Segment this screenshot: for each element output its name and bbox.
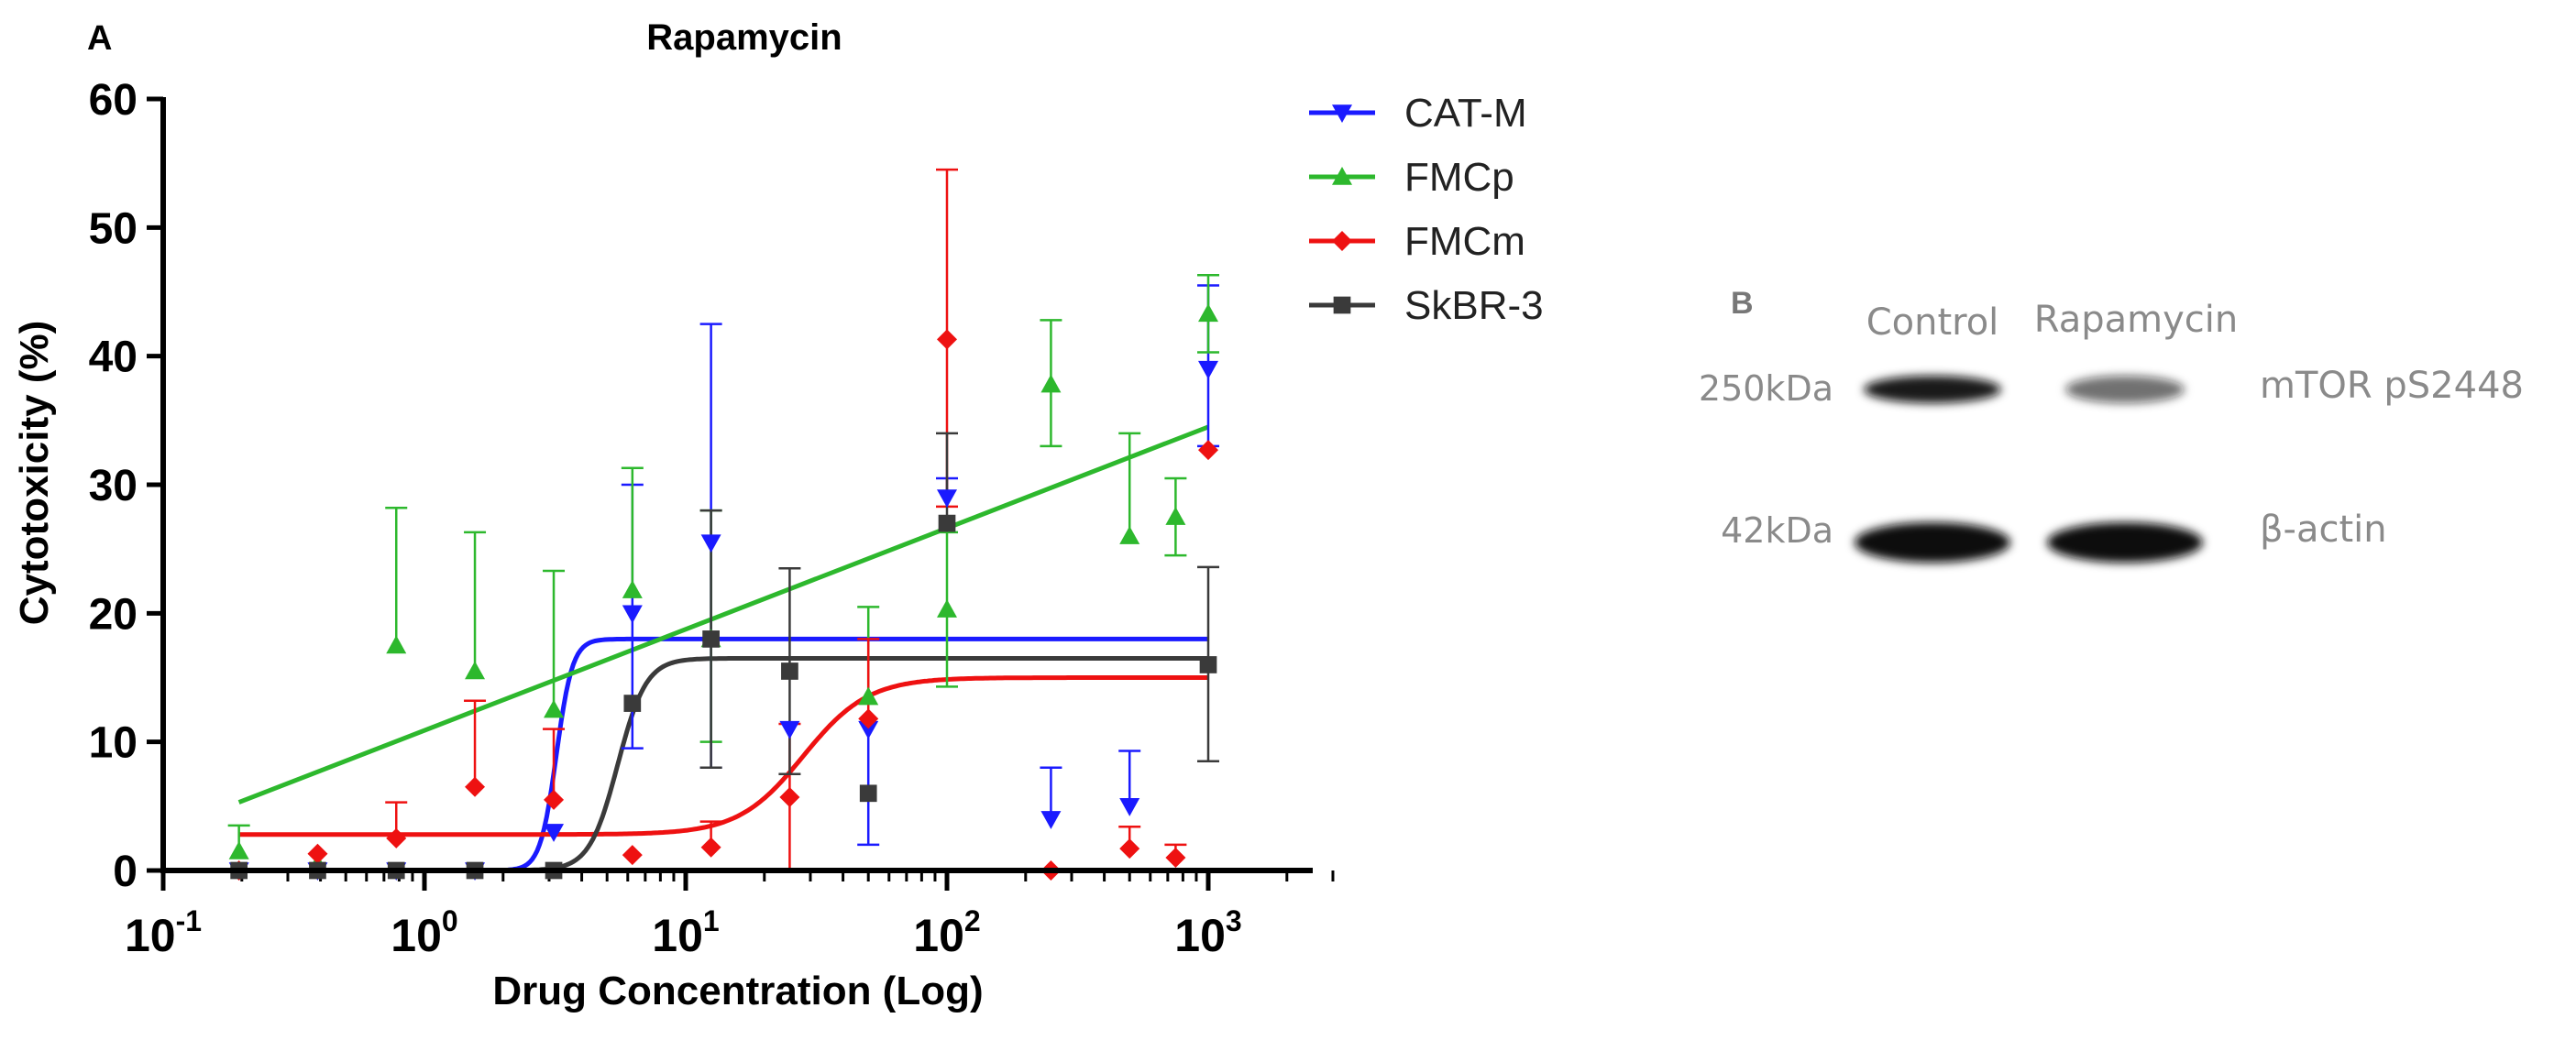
y-tick-label: 10: [89, 719, 138, 768]
x-tick-label: 102: [913, 904, 980, 961]
data-point-fmcm: [544, 789, 565, 810]
blot-band: [1864, 376, 2001, 403]
fit-curve-fmcm: [238, 675, 1208, 837]
data-point-fmcp: [1198, 303, 1218, 323]
data-point-fmcp: [858, 686, 879, 706]
data-point-fmcm: [858, 708, 879, 729]
marker-250kda: 250kDa: [1699, 368, 1833, 409]
data-point-fmcm: [779, 787, 800, 808]
blot-bands: [1855, 376, 2203, 563]
data-point-cat-m: [1119, 798, 1140, 816]
data-point-fmcp: [465, 661, 486, 680]
data-point-fmcp: [622, 580, 643, 598]
protein-mtor: mTOR pS2448: [2260, 365, 2524, 407]
data-point-cat-m: [779, 720, 800, 739]
data-point-fmcp: [386, 635, 407, 654]
data-point-fmcm: [1119, 838, 1140, 859]
legend-label: FMCp: [1404, 155, 1514, 200]
x-axis: 10-1 100 101 102 103: [125, 870, 1335, 961]
y-tick-label: 50: [89, 204, 138, 253]
data-point-fmcp: [544, 699, 565, 718]
data-points: [228, 303, 1218, 881]
data-point-skbr-3: [859, 784, 877, 803]
y-axis-label: Cytotoxicity (%): [12, 321, 57, 625]
error-bars: [227, 168, 1219, 872]
y-tick-label: 60: [89, 76, 138, 125]
legend-label: SkBR-3: [1404, 283, 1544, 328]
data-point-skbr-3: [781, 662, 798, 680]
data-point-cat-m: [544, 824, 565, 842]
legend-marker: [1332, 167, 1352, 185]
x-tick-label: 10-1: [125, 904, 202, 961]
data-point-fmcm: [700, 837, 721, 858]
fit-curves: [237, 424, 1209, 873]
data-point-cat-m: [700, 534, 721, 553]
x-tick-label: 101: [652, 904, 719, 961]
data-point-fmcp: [1119, 526, 1140, 544]
data-point-fmcm: [622, 845, 643, 866]
legend-label: CAT-M: [1404, 91, 1527, 136]
data-point-fmcm: [1165, 847, 1186, 868]
data-point-fmcm: [937, 329, 957, 350]
data-point-fmcp: [937, 599, 957, 618]
x-tick-label: 103: [1174, 904, 1241, 961]
panel-a-letter: A: [87, 19, 112, 58]
fit-curve-fmcp: [237, 424, 1209, 805]
x-axis-label: Drug Concentration (Log): [492, 969, 983, 1013]
chart-title: Rapamycin: [646, 17, 842, 58]
data-point-skbr-3: [938, 514, 956, 532]
data-point-cat-m: [937, 489, 957, 509]
data-point-fmcm: [1198, 440, 1218, 461]
data-point-fmcp: [1165, 507, 1186, 525]
data-point-fmcp: [1040, 374, 1062, 393]
y-tick-label: 20: [89, 590, 138, 639]
dose-response-chart: 0 10 20 30 40 50 60 10-1 100 101 102 103: [89, 76, 1335, 961]
panel-b-letter: B: [1731, 286, 1754, 321]
legend-marker: [1332, 104, 1352, 123]
lane-label-rapamycin: Rapamycin: [2034, 299, 2238, 341]
data-point-fmcp: [228, 840, 249, 859]
legend: CAT-M FMCp FMCm SkBR-3: [1309, 91, 1544, 328]
data-point-skbr-3: [1199, 656, 1217, 673]
protein-actin: β-actin: [2260, 509, 2387, 551]
data-point-fmcm: [465, 776, 486, 797]
data-point-fmcm: [307, 843, 328, 864]
data-point-skbr-3: [702, 630, 720, 648]
western-blot: B Control Rapamycin 250kDa 42kDa mTOR pS…: [1699, 286, 2524, 563]
legend-label: FMCm: [1404, 219, 1525, 264]
data-point-skbr-3: [623, 695, 642, 712]
legend-marker: [1332, 231, 1352, 251]
blot-band: [2047, 522, 2203, 563]
y-tick-label: 40: [89, 334, 138, 382]
data-point-cat-m: [1040, 811, 1062, 829]
blot-band: [2065, 376, 2185, 403]
y-axis: 0 10 20 30 40 50 60: [89, 76, 163, 896]
x-tick-label: 100: [391, 904, 457, 961]
data-point-cat-m: [858, 720, 879, 739]
marker-42kda: 42kDa: [1721, 510, 1833, 551]
data-point-fmcm: [386, 827, 407, 848]
data-point-cat-m: [1198, 360, 1218, 379]
y-tick-label: 30: [89, 462, 138, 510]
lane-label-control: Control: [1866, 301, 1999, 344]
y-tick-label: 0: [113, 848, 138, 896]
data-point-cat-m: [622, 605, 643, 624]
blot-band: [1855, 522, 2010, 563]
legend-marker: [1333, 296, 1351, 314]
fit-curve-skbr-3: [238, 656, 1208, 873]
